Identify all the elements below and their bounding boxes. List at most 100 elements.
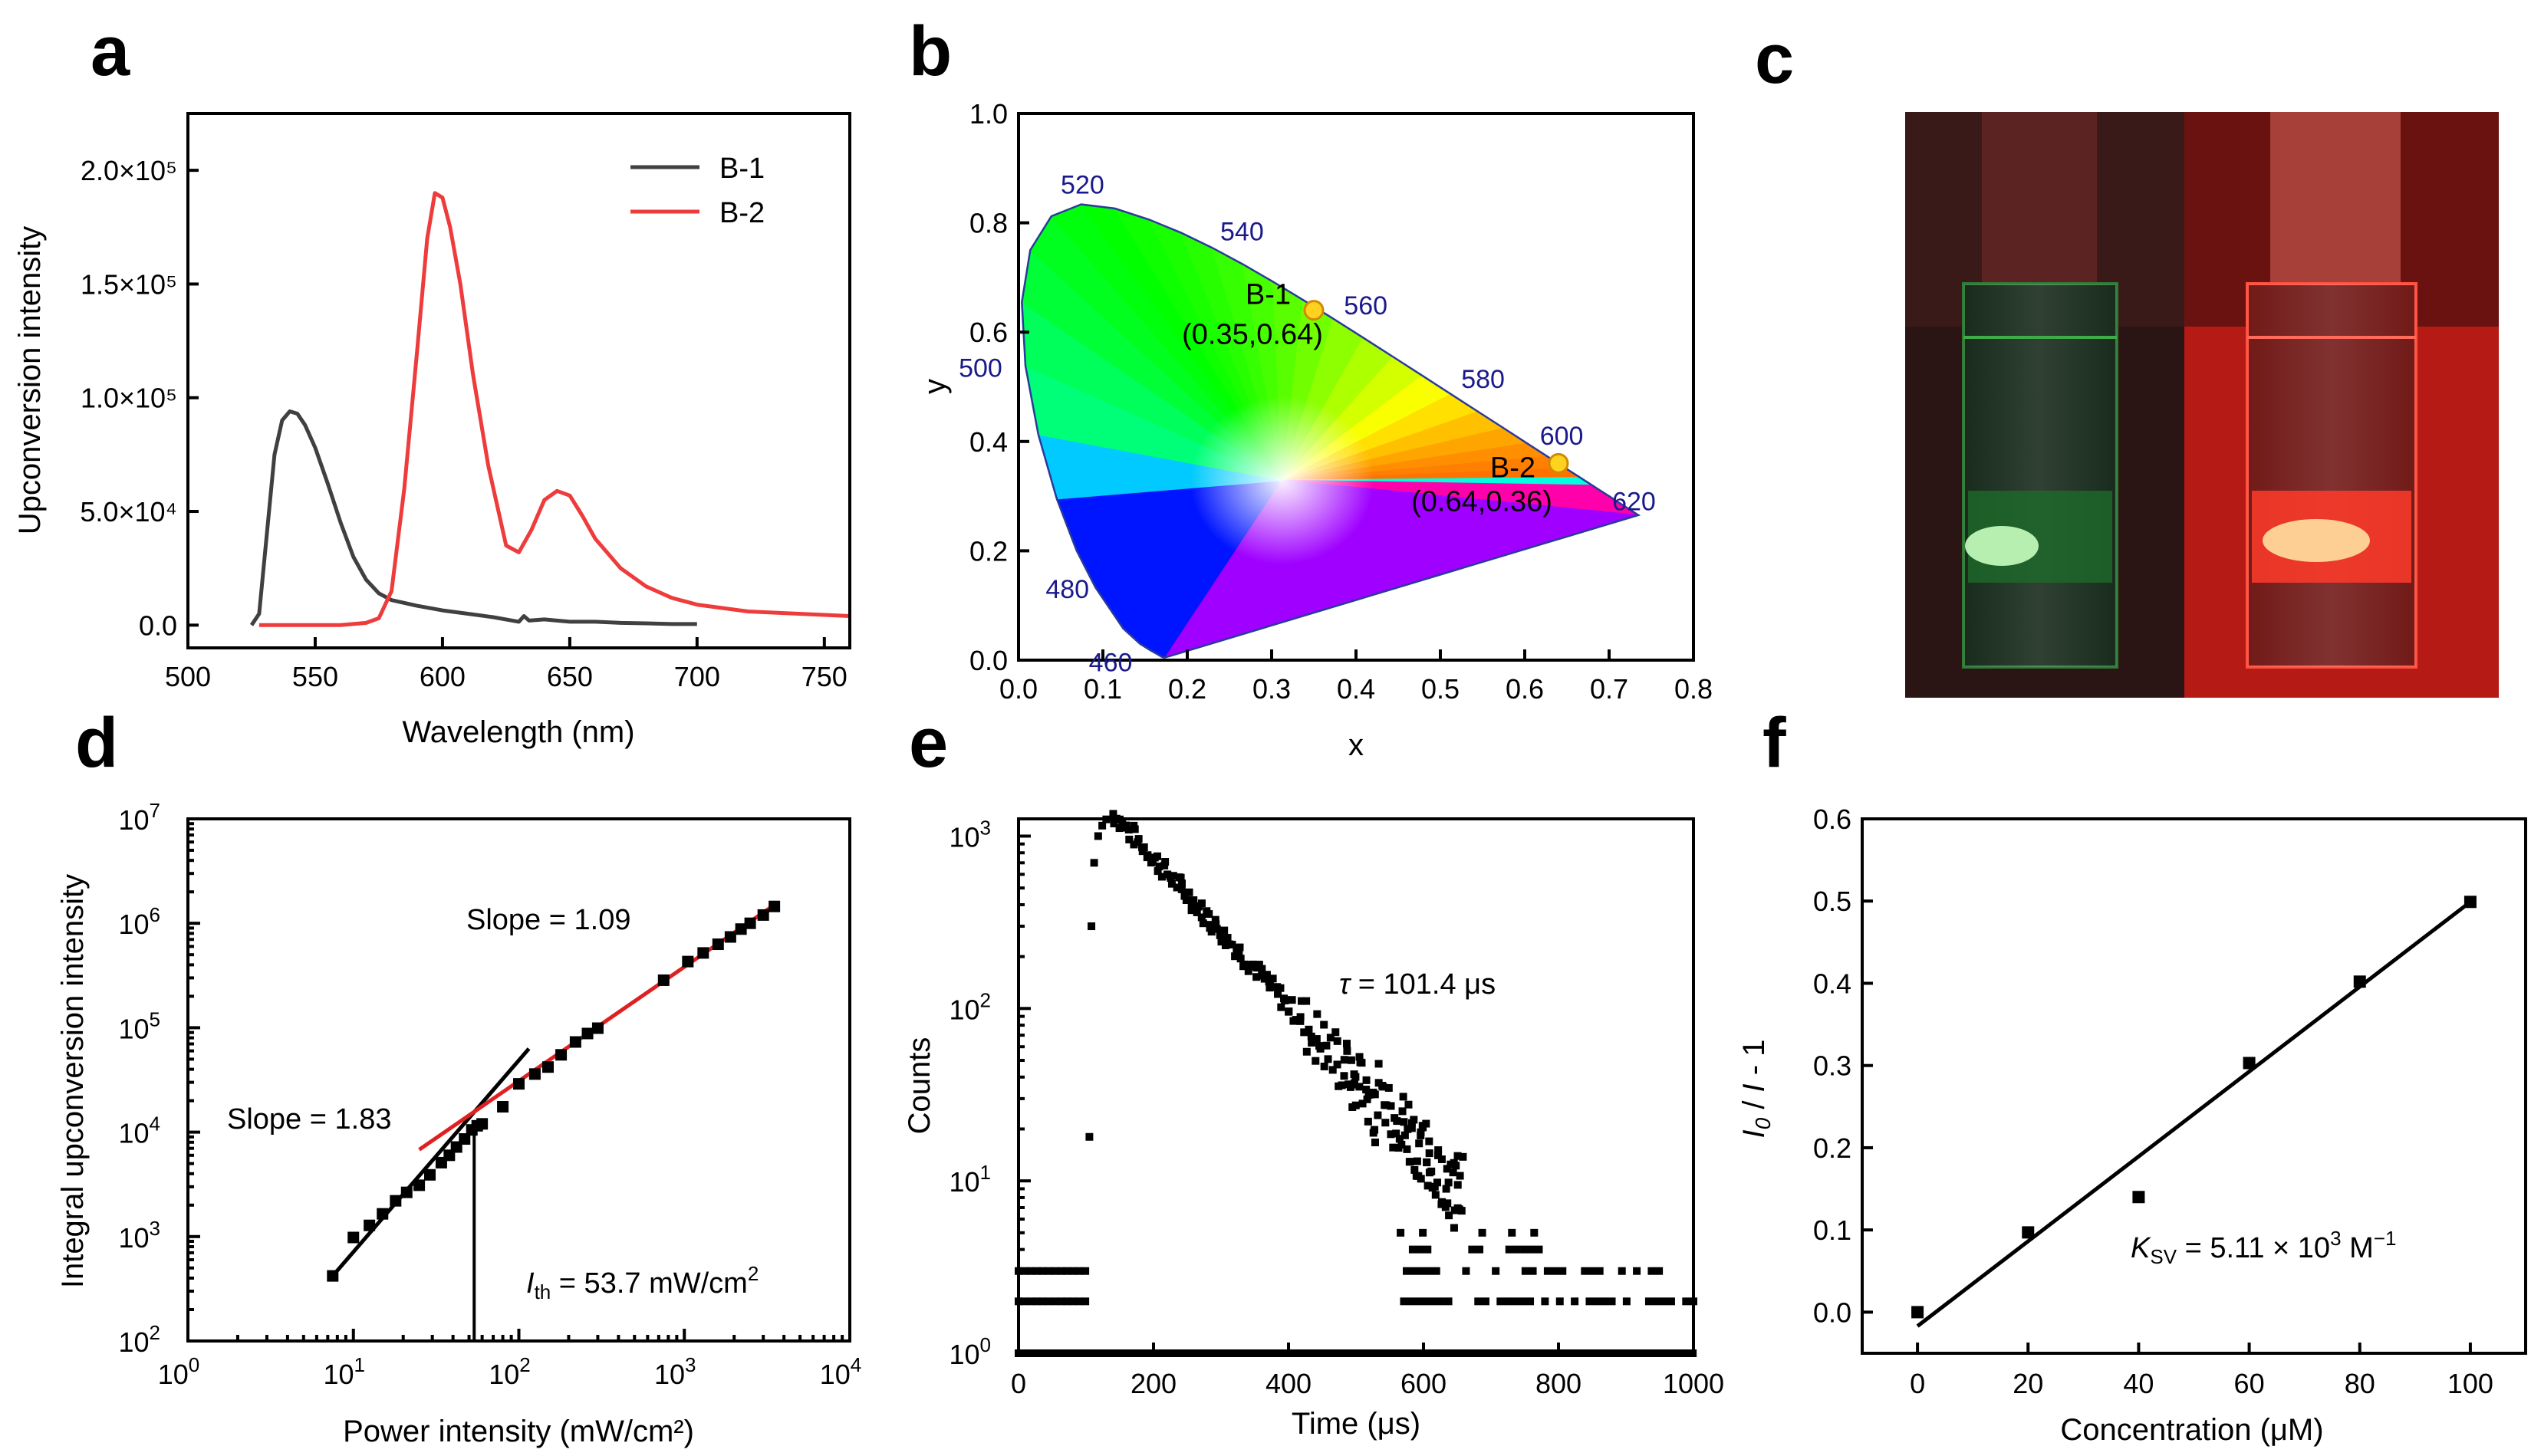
decay-point (1252, 973, 1261, 981)
wavelength-label-540: 540 (1220, 217, 1264, 246)
decay-point (1069, 1267, 1078, 1275)
decay-point (1258, 965, 1266, 973)
decay-point (1296, 1017, 1305, 1025)
data-point (724, 931, 736, 943)
x-tick-label: 40 (2123, 1368, 2154, 1399)
data-point (497, 1100, 509, 1113)
decay-point (1109, 810, 1117, 818)
decay-point (1326, 1034, 1335, 1042)
decay-point (1374, 1111, 1382, 1119)
decay-point (1085, 1132, 1094, 1141)
y-tick-label: 0.8 (969, 208, 1008, 239)
decay-point (1478, 1228, 1486, 1237)
panel-a-xlabel: Wavelength (nm) (402, 715, 634, 749)
decay-point (1098, 821, 1107, 830)
decay-point (1155, 863, 1163, 871)
decay-point (1177, 873, 1185, 882)
decay-point (1541, 1297, 1549, 1306)
decay-point (1581, 1267, 1589, 1275)
wavelength-label-580: 580 (1461, 365, 1505, 394)
threshold-label: Ith = 53.7 mW/cm2 (526, 1262, 759, 1303)
x-tick-label: 103 (654, 1353, 696, 1390)
decay-point (1384, 1083, 1393, 1092)
decay-point (1288, 996, 1296, 1004)
decay-point (1197, 899, 1206, 908)
decay-point (1404, 1125, 1412, 1133)
decay-point (1453, 1152, 1462, 1160)
decay-point (1413, 1157, 1421, 1165)
x-tick-label: 600 (420, 661, 466, 692)
y-tick-label: 0.2 (1813, 1132, 1851, 1164)
decay-point (1585, 1297, 1594, 1306)
panel-e-chart: 0 200 400 600 800 1000 100 101 102 103 τ = 101.4 … (903, 810, 1724, 1441)
x-tick-label: 0 (1910, 1368, 1925, 1399)
x-tick-label: 800 (1535, 1368, 1581, 1399)
y-tick-label: 101 (949, 1161, 991, 1198)
decay-point (1180, 892, 1189, 900)
panel-letter-c: c (1755, 20, 1794, 98)
decay-point (1371, 1139, 1379, 1147)
decay-point (1235, 949, 1243, 958)
decay-point (1057, 1297, 1065, 1306)
data-point (528, 1068, 541, 1080)
decay-point (1131, 825, 1139, 833)
decay-point (1434, 1151, 1443, 1159)
decay-point (1389, 1143, 1397, 1152)
panel-f-chart: 0 20 40 60 80 100 0.0 0.1 0.2 0.3 0.4 0.5 0.6 KSV = … (1737, 804, 2527, 1447)
data-point (476, 1118, 489, 1130)
panel-a-ylabel: Upconversion intensity (13, 226, 47, 534)
decay-point (1144, 851, 1152, 859)
decay-point (1262, 971, 1271, 979)
decay-point (1504, 1297, 1512, 1306)
decay-point (1302, 997, 1311, 1005)
decay-point (1207, 928, 1216, 936)
decay-point (1682, 1297, 1690, 1306)
white-point-glow (1190, 396, 1374, 565)
decay-point (1316, 1044, 1325, 1053)
decay-point (1387, 1102, 1395, 1110)
decay-point (1312, 1057, 1320, 1065)
decay-point (1433, 1178, 1441, 1187)
decay-point (1276, 984, 1285, 992)
left-vial-hotspot (1965, 526, 2039, 566)
decay-point (1350, 1079, 1358, 1087)
panel-b-chart: 0.0 0.1 0.2 0.3 0.4 0.5 0.6 0.7 0.8 0.0 0.2 0.4 0.6 0… (918, 98, 1713, 762)
decay-point (1236, 943, 1244, 951)
panel-d-fit-lines (331, 903, 776, 1277)
panel-a-frame (186, 112, 851, 649)
decay-point (1593, 1297, 1601, 1306)
y-tick-label: 0.5 (1813, 886, 1851, 917)
decay-point (1407, 1124, 1416, 1132)
y-tick-label: 103 (949, 816, 991, 853)
decay-point (1456, 1172, 1464, 1180)
decay-point (1355, 1053, 1364, 1061)
decay-point (1423, 1159, 1431, 1167)
x-tick-label: 500 (165, 661, 211, 692)
legend-label-b2: B-2 (719, 197, 765, 229)
decay-point (1244, 967, 1252, 975)
decay-point (1459, 1152, 1467, 1161)
data-point (459, 1133, 471, 1145)
decay-point (1199, 919, 1207, 928)
wavelength-label-480: 480 (1045, 575, 1089, 604)
y-tick-label: 1.0 (969, 98, 1008, 130)
decay-point (1430, 1297, 1438, 1306)
decay-point (1220, 926, 1229, 935)
decay-point (1521, 1267, 1529, 1275)
x-tick-label: 600 (1400, 1368, 1447, 1399)
data-point (569, 1036, 581, 1048)
decay-point (1437, 1155, 1446, 1164)
decay-point (1026, 1267, 1035, 1275)
decay-point (1298, 997, 1306, 1005)
decay-point (1312, 1035, 1321, 1044)
decay-point (1026, 1297, 1035, 1306)
decay-point (1618, 1267, 1626, 1275)
decay-point (1211, 915, 1219, 924)
data-point (413, 1179, 426, 1191)
decay-point (1667, 1297, 1675, 1306)
y-tick-label: 0.2 (969, 535, 1008, 567)
decay-point (1406, 1158, 1414, 1166)
panel-e-frame (1017, 817, 1695, 1355)
decay-point (1331, 1028, 1340, 1037)
decay-point (1496, 1297, 1505, 1306)
